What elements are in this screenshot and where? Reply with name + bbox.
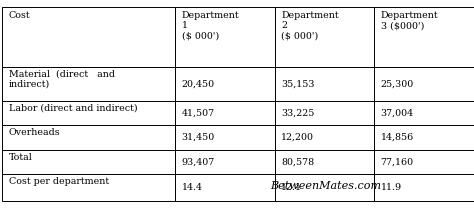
Text: 31,450: 31,450 (182, 133, 215, 142)
Bar (374, 174, 474, 201)
Bar (175, 174, 275, 201)
Text: 25,300: 25,300 (381, 79, 414, 88)
Bar (275, 125, 374, 150)
Text: 35,153: 35,153 (281, 79, 315, 88)
Bar (374, 101, 474, 125)
Text: 33,225: 33,225 (281, 109, 314, 118)
Bar (2, 125, 175, 150)
Text: Material  (direct   and
indirect): Material (direct and indirect) (9, 69, 115, 89)
Bar (175, 101, 275, 125)
Bar (175, 7, 275, 67)
Text: Total: Total (9, 153, 32, 162)
Bar (175, 150, 275, 174)
Text: Department
3 ($000'): Department 3 ($000') (381, 11, 438, 30)
Bar (275, 174, 374, 201)
Bar (2, 7, 175, 67)
Text: 12.1: 12.1 (281, 183, 302, 192)
Bar (175, 125, 275, 150)
Text: BetweenMates.com: BetweenMates.com (270, 181, 382, 192)
Bar (275, 7, 374, 67)
Text: 11.9: 11.9 (381, 183, 402, 192)
Text: Overheads: Overheads (9, 128, 60, 137)
Bar (374, 67, 474, 101)
Text: Cost: Cost (9, 11, 30, 20)
Text: Labor (direct and indirect): Labor (direct and indirect) (9, 104, 137, 113)
Text: Department
1
($ 000'): Department 1 ($ 000') (182, 11, 239, 40)
Bar (374, 7, 474, 67)
Text: 37,004: 37,004 (381, 109, 414, 118)
Text: 20,450: 20,450 (182, 79, 215, 88)
Text: 14.4: 14.4 (182, 183, 202, 192)
Text: 93,407: 93,407 (182, 158, 215, 166)
Bar (2, 67, 175, 101)
Bar (374, 150, 474, 174)
Bar (2, 150, 175, 174)
Text: 77,160: 77,160 (381, 158, 414, 166)
Bar (275, 67, 374, 101)
Bar (2, 174, 175, 201)
Text: 41,507: 41,507 (182, 109, 215, 118)
Bar (374, 125, 474, 150)
Text: Cost per department: Cost per department (9, 177, 109, 186)
Bar (175, 67, 275, 101)
Bar (275, 101, 374, 125)
Bar (275, 150, 374, 174)
Bar (2, 101, 175, 125)
Text: 14,856: 14,856 (381, 133, 414, 142)
Text: Department
2
($ 000'): Department 2 ($ 000') (281, 11, 339, 40)
Text: 12,200: 12,200 (281, 133, 314, 142)
Text: 80,578: 80,578 (281, 158, 314, 166)
